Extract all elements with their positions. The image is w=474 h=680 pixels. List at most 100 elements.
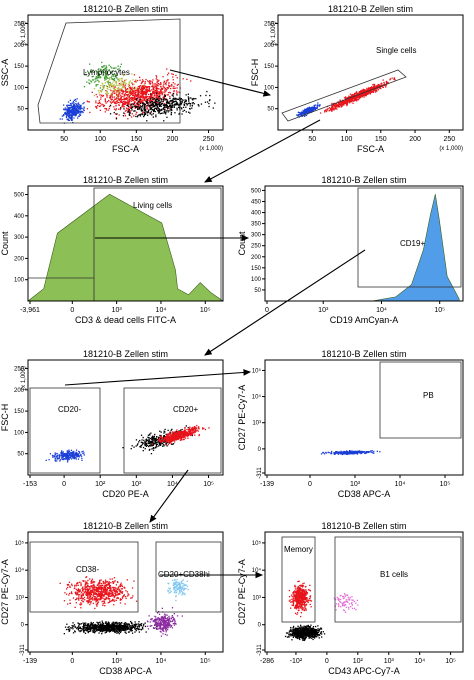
event-dot <box>112 87 115 89</box>
event-dot <box>163 435 165 437</box>
event-dot <box>100 68 102 70</box>
event-dot <box>183 109 186 111</box>
event-dot <box>340 450 342 452</box>
event-dot <box>77 115 80 117</box>
event-dot <box>337 104 340 106</box>
event-dot <box>360 95 362 97</box>
event-dot <box>172 76 174 78</box>
x-tick-label: 10⁴ <box>156 307 167 314</box>
event-dot <box>156 110 159 112</box>
event-dot <box>340 451 343 453</box>
event-dot <box>85 576 88 578</box>
event-dot <box>109 84 111 86</box>
event-dot <box>123 595 125 597</box>
event-dot <box>151 106 153 109</box>
event-dot <box>67 114 69 116</box>
event-dot <box>136 116 139 118</box>
event-dot <box>118 97 120 100</box>
event-dot <box>163 96 166 98</box>
event-dot <box>176 432 178 435</box>
event-dot <box>304 112 306 114</box>
event-dot <box>45 459 47 461</box>
event-dot <box>194 431 196 433</box>
event-dot <box>138 88 140 90</box>
event-dot <box>335 107 337 109</box>
x-tick-label: 0 <box>70 307 74 314</box>
event-dot <box>157 93 160 95</box>
event-dot <box>67 104 69 106</box>
event-dot <box>69 111 71 114</box>
event-dot <box>147 97 149 100</box>
event-dot <box>69 586 71 588</box>
event-dot <box>90 602 92 604</box>
event-dot <box>80 597 82 600</box>
event-dot <box>181 113 183 115</box>
event-dot <box>155 84 157 86</box>
event-dot <box>68 456 70 458</box>
event-dot <box>114 101 116 104</box>
event-dot <box>176 94 178 96</box>
event-dot <box>74 105 76 108</box>
event-dot <box>120 63 122 65</box>
event-dot <box>354 452 356 454</box>
event-dot <box>130 96 132 99</box>
event-dot <box>79 107 81 109</box>
event-dot <box>122 106 124 108</box>
event-dot <box>119 69 121 72</box>
event-dot <box>129 94 131 96</box>
event-dot <box>160 436 162 438</box>
event-dot <box>141 441 143 444</box>
event-dot <box>146 86 148 88</box>
event-dot <box>142 101 144 103</box>
event-dot <box>149 90 151 92</box>
event-dot <box>112 586 114 589</box>
event-dot <box>152 441 154 444</box>
panel-title: 181210-B Zellen stim <box>83 349 168 359</box>
event-dot <box>56 460 58 462</box>
event-dot <box>167 437 169 439</box>
event-dot <box>95 76 97 78</box>
event-dot <box>361 90 363 93</box>
event-dot <box>96 590 99 592</box>
event-dot <box>393 77 395 79</box>
event-dot <box>122 83 124 86</box>
event-dot <box>156 79 158 81</box>
event-dot <box>58 454 60 456</box>
event-dot <box>190 429 192 431</box>
event-dot <box>179 437 181 439</box>
event-dot <box>137 92 139 95</box>
event-dot <box>148 89 150 92</box>
event-dot <box>349 93 352 95</box>
event-dot <box>79 581 81 583</box>
event-dot <box>106 93 108 95</box>
event-dot <box>125 107 128 109</box>
event-dot <box>184 427 186 429</box>
event-dot <box>206 90 208 93</box>
event-dot <box>125 590 127 592</box>
event-dot <box>180 436 182 438</box>
event-dot <box>115 82 118 84</box>
event-dot <box>72 111 75 114</box>
event-dot <box>180 102 182 105</box>
event-dot <box>150 442 152 444</box>
event-dot <box>314 109 316 111</box>
event-dot <box>140 441 142 443</box>
event-dot <box>124 587 126 589</box>
event-dot <box>193 427 196 429</box>
event-dot <box>159 440 161 442</box>
event-dot <box>63 458 65 460</box>
event-dot <box>112 96 114 98</box>
event-dot <box>108 108 110 110</box>
event-dot <box>168 433 171 435</box>
event-dot <box>111 92 113 94</box>
event-dot <box>77 104 79 106</box>
event-dot <box>152 84 154 86</box>
event-dot <box>182 438 185 441</box>
event-dot <box>153 438 155 440</box>
y-axis-label: Count <box>0 231 10 256</box>
event-dot <box>372 91 374 93</box>
event-dot <box>101 592 103 594</box>
event-dot <box>155 89 157 91</box>
event-dot <box>160 438 162 441</box>
event-dot <box>66 453 68 455</box>
